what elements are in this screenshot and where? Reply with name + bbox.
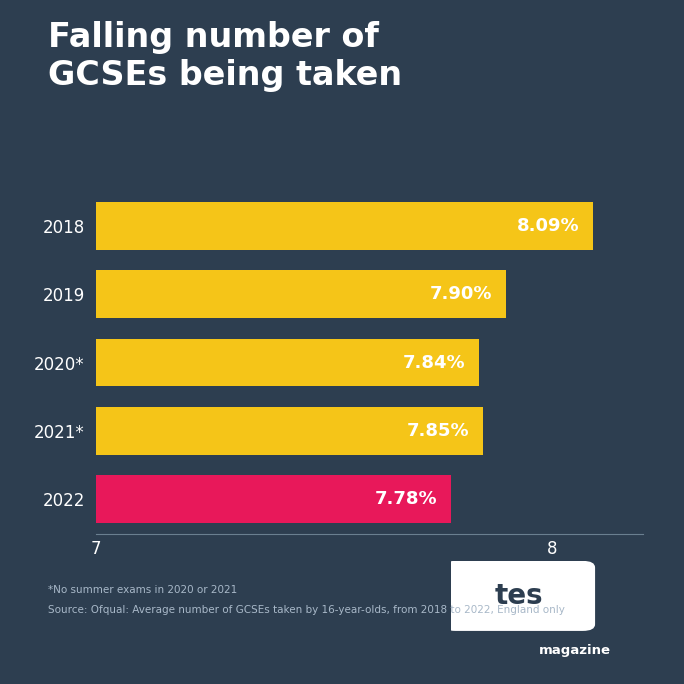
Text: 7.90%: 7.90% bbox=[430, 285, 492, 303]
Text: 8.09%: 8.09% bbox=[516, 217, 579, 235]
Text: 7.78%: 7.78% bbox=[375, 490, 438, 508]
Text: *No summer exams in 2020 or 2021: *No summer exams in 2020 or 2021 bbox=[48, 585, 237, 595]
Text: tes: tes bbox=[495, 582, 544, 610]
Bar bbox=[96, 407, 484, 455]
Text: 7.85%: 7.85% bbox=[407, 422, 470, 440]
Text: magazine: magazine bbox=[538, 644, 611, 657]
FancyBboxPatch shape bbox=[443, 561, 595, 631]
Text: 7.84%: 7.84% bbox=[402, 354, 465, 371]
Bar bbox=[96, 339, 479, 386]
Bar bbox=[96, 202, 593, 250]
Text: Falling number of
GCSEs being taken: Falling number of GCSEs being taken bbox=[48, 21, 402, 92]
Bar bbox=[96, 270, 506, 318]
Bar bbox=[96, 475, 451, 523]
Text: Source: Ofqual: Average number of GCSEs taken by 16-year-olds, from 2018 to 2022: Source: Ofqual: Average number of GCSEs … bbox=[48, 605, 565, 616]
